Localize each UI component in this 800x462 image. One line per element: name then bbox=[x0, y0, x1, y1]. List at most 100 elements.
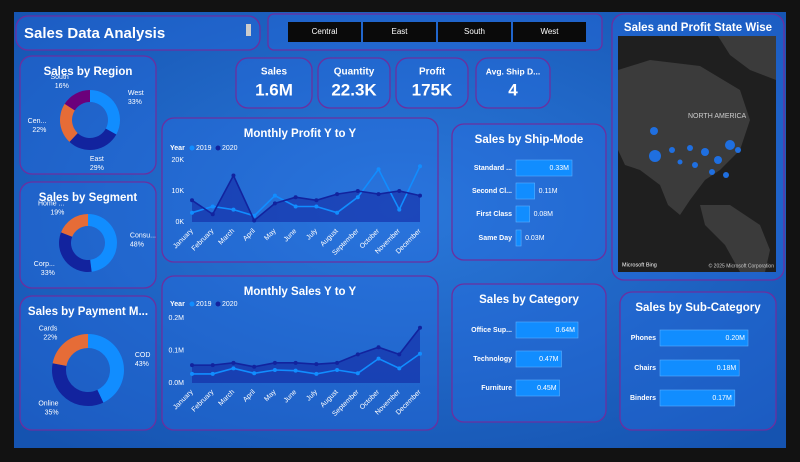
donut-value-label: 22% bbox=[43, 334, 57, 341]
kpi-label: Quantity bbox=[334, 67, 375, 78]
y-tick-label: 0K bbox=[175, 219, 184, 226]
point bbox=[272, 201, 277, 206]
donut-category-label: Cen... bbox=[28, 118, 47, 125]
donut-category-label: East bbox=[90, 156, 104, 163]
legend-label: 2020 bbox=[222, 145, 238, 152]
point bbox=[272, 368, 277, 372]
bar-category-label: Phones bbox=[631, 335, 656, 342]
point bbox=[418, 325, 422, 330]
donut-category-label: Cards bbox=[39, 325, 58, 332]
chart-title: Sales by Payment M... bbox=[28, 306, 148, 318]
point bbox=[293, 204, 298, 209]
bar-category-label: Second Cl... bbox=[472, 188, 512, 195]
slicer-label[interactable]: Central bbox=[312, 27, 338, 36]
point bbox=[210, 212, 215, 217]
map-bubble bbox=[725, 140, 735, 150]
donut-segment bbox=[69, 128, 117, 150]
bar-value-label: 0.47M bbox=[539, 356, 559, 363]
bar-category-label: Chairs bbox=[634, 365, 656, 372]
donut-category-label: South bbox=[51, 74, 69, 81]
map-land bbox=[718, 36, 776, 80]
donut-segment bbox=[61, 213, 88, 237]
donut-segment bbox=[88, 334, 124, 403]
donut-segment bbox=[64, 90, 90, 111]
point bbox=[272, 360, 277, 365]
donut-segment bbox=[52, 334, 88, 366]
slicer-label[interactable]: South bbox=[464, 27, 485, 36]
bar-value-label: 0.20M bbox=[726, 335, 746, 342]
donut-segment bbox=[60, 103, 78, 142]
bar bbox=[515, 321, 579, 339]
point bbox=[397, 366, 402, 371]
map-land bbox=[700, 205, 770, 272]
point bbox=[231, 366, 236, 371]
chart-title: Sales by Region bbox=[44, 66, 133, 78]
chart-title: Monthly Profit Y to Y bbox=[244, 128, 357, 140]
legend-marker bbox=[215, 145, 221, 151]
donut-category-label: West bbox=[128, 90, 144, 97]
kpi-card bbox=[235, 57, 313, 109]
bar-value-label: 0.03M bbox=[525, 235, 545, 242]
slicer-button[interactable] bbox=[513, 22, 586, 42]
bar-value-label: 0.64M bbox=[556, 327, 576, 334]
title-card bbox=[15, 15, 261, 51]
slicer-button[interactable] bbox=[438, 22, 511, 42]
point bbox=[418, 351, 422, 356]
point bbox=[376, 167, 381, 172]
map-bubble bbox=[649, 150, 661, 162]
legend-marker bbox=[189, 145, 195, 151]
slicer: Central East South West bbox=[288, 22, 586, 42]
line bbox=[191, 173, 421, 222]
point bbox=[231, 207, 236, 212]
bar bbox=[659, 389, 736, 407]
kpi-card bbox=[317, 57, 391, 109]
point bbox=[210, 371, 215, 376]
chart-title: Sales by Segment bbox=[39, 192, 138, 204]
donut-category-label: Online bbox=[38, 400, 58, 407]
donut-segment bbox=[51, 363, 104, 406]
map-bubble bbox=[723, 172, 729, 178]
point bbox=[418, 193, 422, 198]
legend-label: 2020 bbox=[222, 301, 238, 308]
donut-category-label: Consu... bbox=[130, 233, 156, 240]
slicer-label[interactable]: West bbox=[540, 27, 559, 36]
legend-label: 2019 bbox=[196, 145, 212, 152]
point bbox=[293, 368, 298, 373]
point bbox=[418, 164, 422, 169]
bar-value-label: 0.18M bbox=[717, 365, 737, 372]
map-bubbles bbox=[649, 127, 741, 178]
slicer-button[interactable] bbox=[363, 22, 436, 42]
chart-card bbox=[19, 295, 157, 431]
point bbox=[376, 356, 381, 361]
donut-segment bbox=[58, 232, 92, 272]
bar-category-label: First Class bbox=[476, 211, 512, 218]
point bbox=[314, 204, 319, 209]
legend-label: 2019 bbox=[196, 301, 212, 308]
bar-category-label: Standard ... bbox=[474, 165, 512, 172]
y-tick-label: 0.1M bbox=[168, 347, 184, 354]
y-tick-label: 10K bbox=[172, 188, 185, 195]
point bbox=[314, 362, 319, 367]
map-bubble bbox=[692, 162, 698, 168]
slicer-label[interactable]: East bbox=[391, 27, 408, 36]
chart-card bbox=[161, 117, 439, 263]
donut-segment bbox=[88, 214, 118, 272]
point bbox=[231, 173, 236, 178]
bar-category-label: Technology bbox=[473, 356, 512, 363]
point bbox=[355, 352, 360, 357]
donut-value-label: 48% bbox=[130, 242, 144, 249]
donut-value-label: 35% bbox=[45, 409, 59, 416]
slicer-button[interactable] bbox=[288, 22, 361, 42]
bar bbox=[515, 159, 573, 177]
donut-value-label: 22% bbox=[32, 127, 46, 134]
bar-category-label: Furniture bbox=[481, 385, 512, 392]
point bbox=[376, 345, 381, 350]
map-bubble bbox=[709, 169, 715, 175]
point bbox=[252, 218, 257, 223]
point bbox=[355, 189, 360, 193]
bar bbox=[659, 359, 740, 377]
line bbox=[192, 353, 421, 375]
map-bubble bbox=[677, 159, 683, 165]
bar-value-label: 0.08M bbox=[534, 211, 554, 218]
line bbox=[191, 165, 421, 217]
